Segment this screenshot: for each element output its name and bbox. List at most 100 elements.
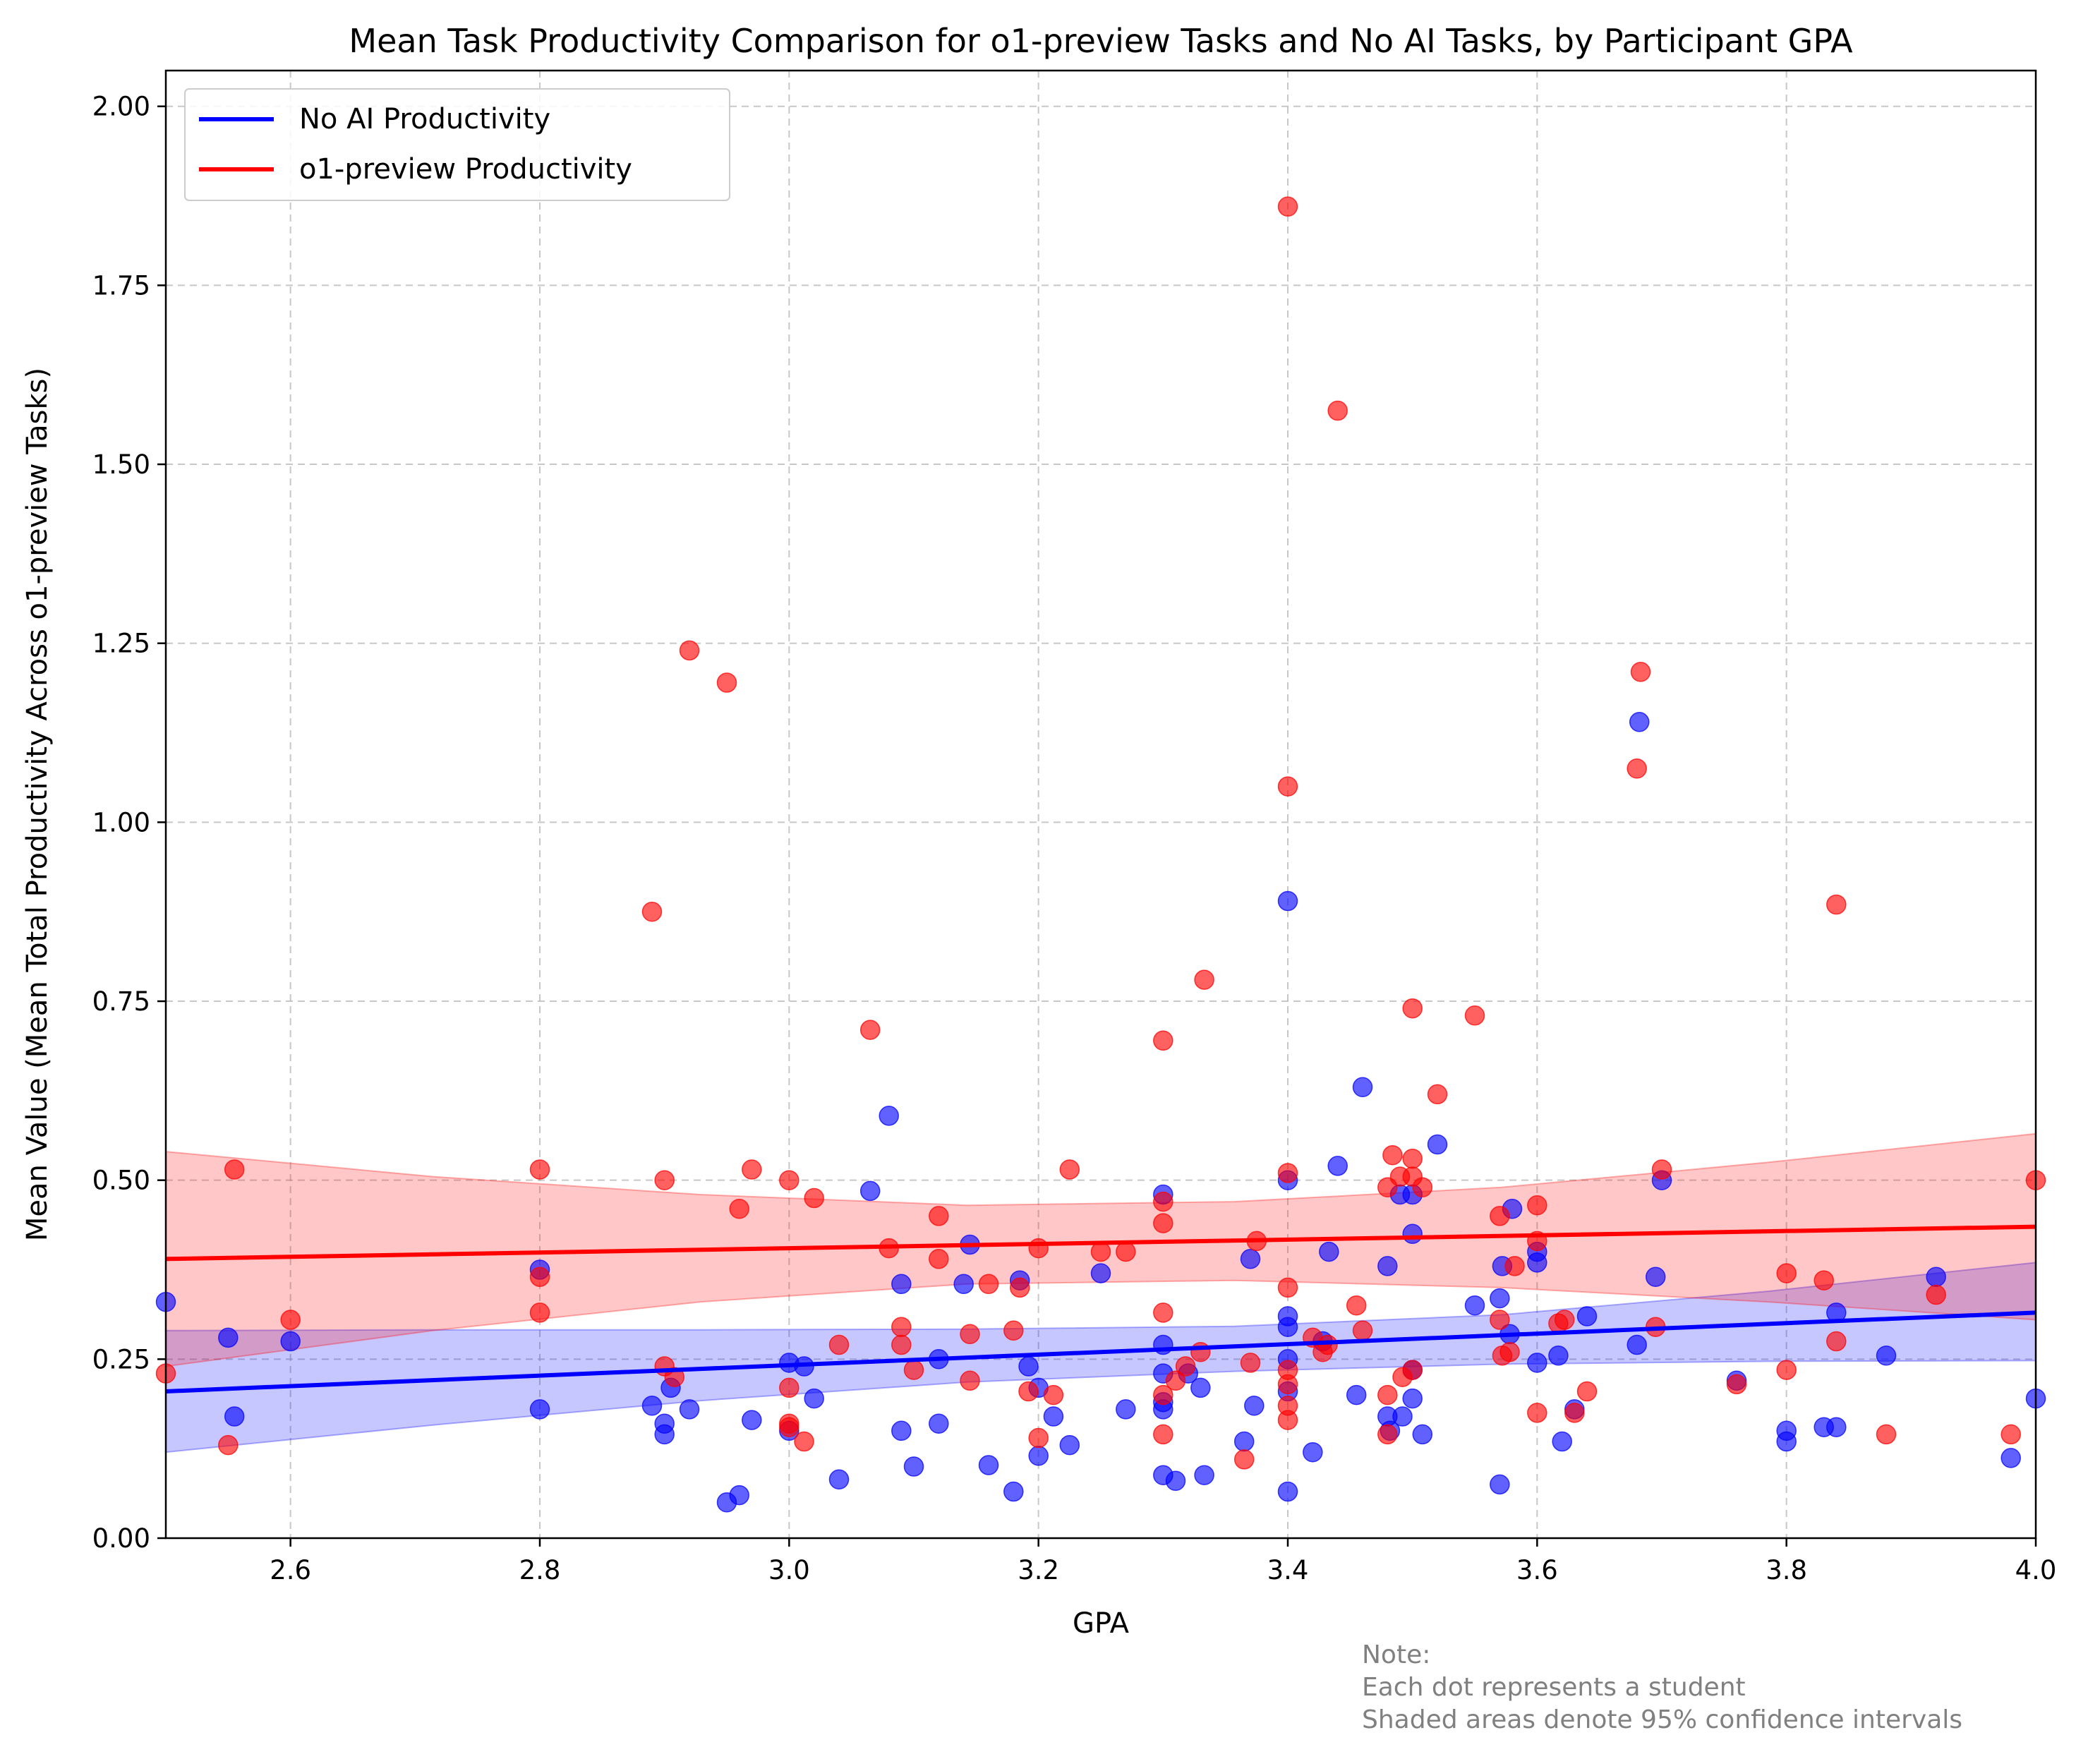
x-tick-label: 4.0	[2015, 1555, 2057, 1585]
data-point-no-ai	[1548, 1346, 1569, 1366]
data-point-o1-preview	[1499, 1341, 1520, 1362]
data-point-o1-preview	[664, 1367, 685, 1387]
data-point-o1-preview	[891, 1317, 912, 1337]
fit-line-no-ai	[165, 1310, 2036, 1394]
data-point-o1-preview	[960, 1370, 980, 1391]
fit-lines	[165, 1224, 2036, 1394]
data-point-no-ai	[1402, 1223, 1423, 1245]
data-point-no-ai	[1402, 1388, 1423, 1409]
data-point-no-ai	[1327, 1156, 1348, 1176]
data-point-o1-preview	[1009, 1277, 1030, 1298]
data-point-o1-preview	[1377, 1424, 1398, 1445]
y-tick-label: 0.75	[92, 986, 150, 1017]
data-point-o1-preview	[1564, 1403, 1585, 1423]
data-point-o1-preview	[1490, 1206, 1510, 1226]
data-point-o1-preview	[1504, 1256, 1525, 1276]
data-point-no-ai	[1233, 1431, 1255, 1452]
data-point-no-ai	[224, 1406, 245, 1427]
data-point-o1-preview	[1327, 400, 1348, 421]
x-tick-label: 3.4	[1267, 1555, 1309, 1585]
data-point-no-ai	[1552, 1431, 1572, 1452]
data-point-no-ai	[1059, 1434, 1080, 1456]
y-tick-label: 0.25	[92, 1344, 150, 1374]
data-point-o1-preview	[1427, 1084, 1448, 1105]
data-point-no-ai	[1826, 1417, 1847, 1437]
data-point-o1-preview	[1028, 1238, 1049, 1259]
data-point-no-ai	[1427, 1134, 1448, 1155]
data-point-o1-preview	[1175, 1356, 1196, 1377]
data-point-no-ai	[1926, 1267, 1946, 1287]
data-point-o1-preview	[641, 901, 663, 922]
data-point-no-ai	[1116, 1399, 1136, 1420]
data-point-o1-preview	[280, 1310, 301, 1330]
legend-label-no-ai: No AI Productivity	[299, 103, 550, 135]
data-point-o1-preview	[903, 1360, 924, 1380]
data-point-no-ai	[1240, 1249, 1261, 1269]
data-point-no-ai	[1627, 1334, 1647, 1355]
note-line-shading: Shaded areas denote 95% confidence inter…	[1362, 1705, 1962, 1734]
data-point-o1-preview	[1926, 1284, 1946, 1305]
data-point-o1-preview	[859, 1020, 881, 1040]
data-point-no-ai	[742, 1410, 762, 1430]
y-tick-label: 0.50	[92, 1166, 150, 1196]
x-tick-label: 3.2	[1018, 1555, 1059, 1585]
data-point-no-ai	[679, 1399, 700, 1420]
data-point-o1-preview	[716, 672, 737, 693]
data-point-o1-preview	[1153, 1213, 1173, 1233]
x-axis-label: GPA	[1073, 1607, 1130, 1640]
data-point-o1-preview	[1826, 1331, 1847, 1352]
data-point-no-ai	[1277, 1317, 1298, 1337]
data-point-no-ai	[891, 1274, 912, 1295]
data-point-o1-preview	[794, 1431, 814, 1452]
data-point-o1-preview	[1277, 196, 1298, 217]
data-point-no-ai	[1352, 1077, 1373, 1098]
data-point-o1-preview	[679, 640, 700, 661]
data-point-no-ai	[1277, 890, 1298, 912]
data-point-no-ai	[891, 1420, 912, 1441]
data-point-o1-preview	[1527, 1195, 1547, 1216]
data-point-no-ai	[1346, 1384, 1367, 1406]
data-point-o1-preview	[1043, 1384, 1064, 1406]
data-point-o1-preview	[1059, 1159, 1080, 1180]
data-point-o1-preview	[1277, 776, 1298, 797]
data-point-o1-preview	[1153, 1302, 1173, 1323]
scatter-points	[155, 196, 2046, 1513]
data-point-no-ai	[879, 1106, 899, 1126]
data-point-o1-preview	[1554, 1310, 1575, 1330]
legend: No AI Productivity o1-preview Productivi…	[184, 88, 730, 201]
data-point-o1-preview	[2001, 1424, 2021, 1445]
data-point-no-ai	[1645, 1267, 1666, 1287]
data-point-no-ai	[1028, 1446, 1049, 1466]
data-point-o1-preview	[529, 1159, 550, 1180]
data-point-o1-preview	[1277, 1374, 1298, 1395]
data-point-o1-preview	[742, 1159, 762, 1180]
data-point-o1-preview	[1277, 1163, 1298, 1183]
x-tick-label: 3.0	[768, 1555, 810, 1585]
y-tick-label: 1.50	[92, 449, 150, 480]
data-point-no-ai	[654, 1424, 675, 1445]
data-point-no-ai	[1244, 1396, 1265, 1416]
data-point-o1-preview	[224, 1159, 245, 1180]
data-point-o1-preview	[1190, 1341, 1211, 1362]
data-point-no-ai	[1412, 1424, 1433, 1445]
data-point-o1-preview	[1377, 1384, 1398, 1406]
data-point-o1-preview	[779, 1377, 799, 1398]
data-point-no-ai	[2001, 1448, 2021, 1468]
data-point-no-ai	[529, 1399, 550, 1420]
data-point-o1-preview	[1277, 1410, 1298, 1430]
data-point-no-ai	[978, 1455, 999, 1475]
data-point-o1-preview	[218, 1434, 239, 1456]
data-point-o1-preview	[1277, 1277, 1298, 1298]
legend-box	[184, 88, 730, 201]
data-point-no-ai	[729, 1485, 749, 1506]
data-point-no-ai	[1277, 1481, 1298, 1502]
data-point-no-ai	[1303, 1441, 1323, 1463]
data-point-o1-preview	[1726, 1374, 1747, 1395]
data-point-o1-preview	[1627, 758, 1647, 779]
y-tick-label: 1.75	[92, 270, 150, 301]
data-point-no-ai	[903, 1456, 924, 1477]
data-point-o1-preview	[1826, 894, 1847, 915]
data-point-no-ai	[641, 1396, 663, 1416]
y-tick-label: 1.25	[92, 629, 150, 659]
data-point-o1-preview	[779, 1170, 799, 1190]
